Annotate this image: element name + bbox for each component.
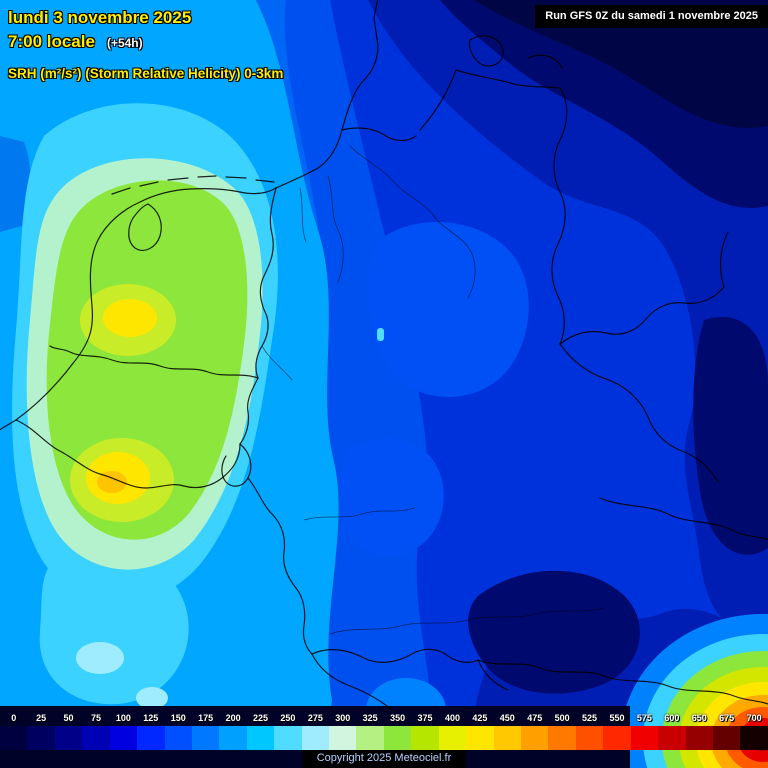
legend-swatch (329, 726, 357, 750)
map-time-row: 7:00 locale (+54h) (8, 30, 283, 54)
legend-value: 475 (527, 713, 543, 723)
legend-cell: 550 (603, 711, 631, 750)
legend-value: 450 (499, 713, 515, 723)
legend-value: 425 (472, 713, 488, 723)
legend-cell: 100 (109, 711, 138, 750)
legend-cell: 250 (274, 711, 302, 750)
legend-value: 125 (143, 713, 159, 723)
legend-value: 525 (582, 713, 598, 723)
legend-value: 700 (746, 713, 762, 723)
legend-swatch (383, 726, 412, 750)
map-header: lundi 3 novembre 2025 7:00 locale (+54h) … (8, 6, 283, 81)
legend-value: 0 (11, 713, 17, 723)
legend-swatch (575, 726, 604, 750)
legend-value: 300 (335, 713, 351, 723)
run-info-box: Run GFS 0Z du samedi 1 novembre 2025 (535, 5, 768, 28)
legend-value: 675 (719, 713, 735, 723)
legend-value: 400 (444, 713, 460, 723)
legend-cell: 375 (411, 711, 439, 750)
legend-swatch (109, 726, 138, 750)
map-parameter: SRH (m²/s²) (Storm Relative Helicity) 0-… (8, 66, 284, 81)
legend-value: 550 (609, 713, 625, 723)
legend-swatch (0, 726, 28, 750)
legend-swatch (27, 726, 55, 750)
legend-value: 575 (636, 713, 652, 723)
legend-cell: 350 (383, 711, 412, 750)
legend-swatch (740, 726, 768, 750)
legend-cell: 150 (164, 711, 192, 750)
legend-value: 25 (36, 713, 47, 723)
legend-value: 375 (417, 713, 433, 723)
legend-swatch (685, 726, 713, 750)
legend-cell: 225 (246, 711, 275, 750)
forecast-offset: (+54h) (106, 36, 143, 50)
legend-swatch (54, 726, 83, 750)
legend-cell: 650 (685, 711, 713, 750)
legend-swatch (411, 726, 439, 750)
legend-cell: 25 (27, 711, 55, 750)
color-scale-legend: 0 25 50 75 100 125 150 175 200 225 250 275 300 325 350… (0, 711, 768, 750)
legend-swatch (712, 726, 741, 750)
legend-value: 250 (280, 713, 296, 723)
map-time: 7:00 locale (8, 32, 95, 51)
legend-swatch (603, 726, 631, 750)
legend-cell: 50 (54, 711, 83, 750)
legend-swatch (137, 726, 165, 750)
legend-value: 100 (115, 713, 131, 723)
legend-value: 600 (664, 713, 680, 723)
legend-cell: 575 (630, 711, 659, 750)
legend-swatch (658, 726, 686, 750)
legend-cell: 525 (575, 711, 604, 750)
legend-swatch (274, 726, 302, 750)
map-date: lundi 3 novembre 2025 (8, 8, 192, 27)
legend-value: 350 (390, 713, 406, 723)
legend-swatch (246, 726, 275, 750)
legend-swatch (466, 726, 494, 750)
legend-value: 225 (252, 713, 269, 723)
legend-swatch (493, 726, 522, 750)
legend-swatch (164, 726, 192, 750)
legend-value: 200 (225, 713, 241, 723)
legend-value: 150 (170, 713, 186, 723)
legend-value: 175 (198, 713, 214, 723)
legend-value: 650 (691, 713, 707, 723)
legend-value: 275 (307, 713, 323, 723)
legend-cell: 700 (740, 711, 768, 750)
legend-cell: 125 (137, 711, 165, 750)
legend-cell: 200 (219, 711, 247, 750)
country-borders (0, 0, 768, 711)
legend-cell: 0 (0, 711, 28, 750)
legend-swatch (219, 726, 247, 750)
legend-cell: 400 (438, 711, 467, 750)
legend-swatch (82, 726, 110, 750)
legend-cell: 425 (466, 711, 494, 750)
legend-value: 50 (63, 713, 74, 723)
legend-cell: 75 (82, 711, 110, 750)
legend-swatch (630, 726, 659, 750)
copyright-link[interactable]: Copyright 2025 Meteociel.fr (302, 750, 466, 768)
legend-cell: 475 (521, 711, 549, 750)
legend-value: 325 (362, 713, 378, 723)
legend-value: 75 (90, 713, 101, 723)
legend-swatch (191, 726, 220, 750)
legend-swatch (301, 726, 330, 750)
legend-cell: 675 (712, 711, 741, 750)
legend-cell: 325 (356, 711, 384, 750)
legend-cell: 275 (301, 711, 330, 750)
river-lines (261, 145, 605, 635)
legend-swatch (438, 726, 467, 750)
legend-swatch (548, 726, 576, 750)
legend-cell: 175 (191, 711, 220, 750)
legend-cell: 600 (658, 711, 686, 750)
legend-swatch (356, 726, 384, 750)
legend-cell: 500 (548, 711, 576, 750)
legend-cell: 450 (493, 711, 522, 750)
legend-swatch (521, 726, 549, 750)
legend-value: 500 (554, 713, 570, 723)
legend-cell: 300 (329, 711, 357, 750)
